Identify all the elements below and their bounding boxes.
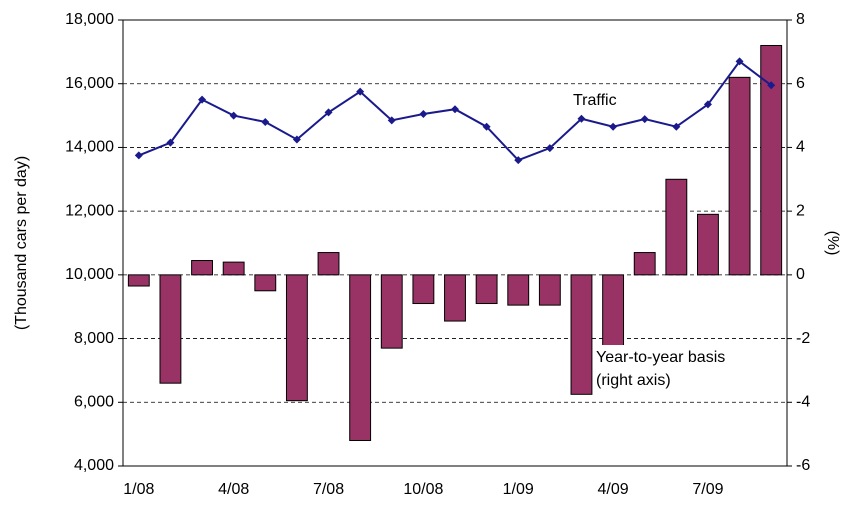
marker (672, 122, 681, 131)
annotation: (right axis) (596, 372, 671, 389)
y-tick-label: 4,000 (74, 457, 114, 474)
y2-axis-label: (%) (824, 231, 841, 256)
y-tick-label: 6,000 (74, 394, 114, 411)
y2-tick-label: -4 (796, 394, 810, 411)
x-tick-label: 1/09 (503, 481, 534, 498)
bar (602, 274, 625, 349)
x-tick-label: 1/08 (123, 481, 154, 498)
x-tick-label: 4/08 (218, 481, 249, 498)
bar (665, 178, 688, 276)
y-tick-label: 16,000 (65, 75, 114, 92)
x-tick-label: 10/08 (403, 481, 443, 498)
y2-tick-label: 8 (796, 11, 805, 28)
y-tick-label: 8,000 (74, 330, 114, 347)
marker (735, 57, 744, 66)
x-tick-label: 4/09 (598, 481, 629, 498)
marker (767, 81, 776, 90)
marker (324, 108, 333, 117)
bar (349, 274, 372, 442)
marker (134, 151, 143, 160)
marker (545, 144, 554, 153)
y-tick-label: 18,000 (65, 11, 114, 28)
bar (254, 274, 277, 292)
marker (419, 109, 428, 118)
x-tick-label: 7/09 (692, 481, 723, 498)
marker (166, 138, 175, 147)
y2-tick-label: -2 (796, 330, 810, 347)
marker (229, 111, 238, 120)
series-label: Traffic (573, 92, 617, 109)
plot-frame (122, 19, 788, 467)
marker (482, 122, 491, 131)
bar (570, 274, 593, 395)
marker (514, 156, 523, 165)
y-tick-label: 12,000 (65, 202, 114, 219)
marker (292, 135, 301, 144)
marker (451, 105, 459, 114)
y-axis-label: (Thousand cars per day) (13, 156, 30, 330)
bar (159, 274, 182, 384)
marker (577, 114, 586, 123)
bar (191, 260, 213, 276)
y2-tick-label: 2 (796, 202, 805, 219)
bar (127, 274, 150, 287)
bar (444, 274, 466, 322)
marker (387, 116, 396, 125)
bar (475, 274, 498, 305)
y2-tick-label: -6 (796, 457, 810, 474)
bar (728, 76, 751, 276)
y-tick-label: 10,000 (65, 266, 114, 283)
marker (261, 117, 270, 126)
bar (412, 274, 435, 305)
y2-tick-label: 4 (796, 139, 805, 156)
bar (538, 274, 561, 306)
bar (317, 252, 340, 276)
bar (380, 274, 403, 349)
y2-tick-label: 6 (796, 75, 805, 92)
x-tick-label: 7/08 (313, 481, 344, 498)
marker (198, 95, 207, 104)
y2-tick-label: 0 (796, 266, 805, 283)
label-bg (593, 345, 785, 393)
bar (697, 213, 719, 276)
bar (633, 252, 656, 276)
bar (507, 274, 530, 306)
y-tick-label: 14,000 (65, 139, 114, 156)
series-label: Year-to-year basis (596, 349, 725, 366)
bar (760, 44, 783, 276)
bar (285, 274, 308, 402)
marker (356, 87, 365, 96)
marker (703, 100, 712, 109)
bar (222, 261, 245, 276)
marker (640, 115, 649, 124)
marker (609, 122, 618, 131)
